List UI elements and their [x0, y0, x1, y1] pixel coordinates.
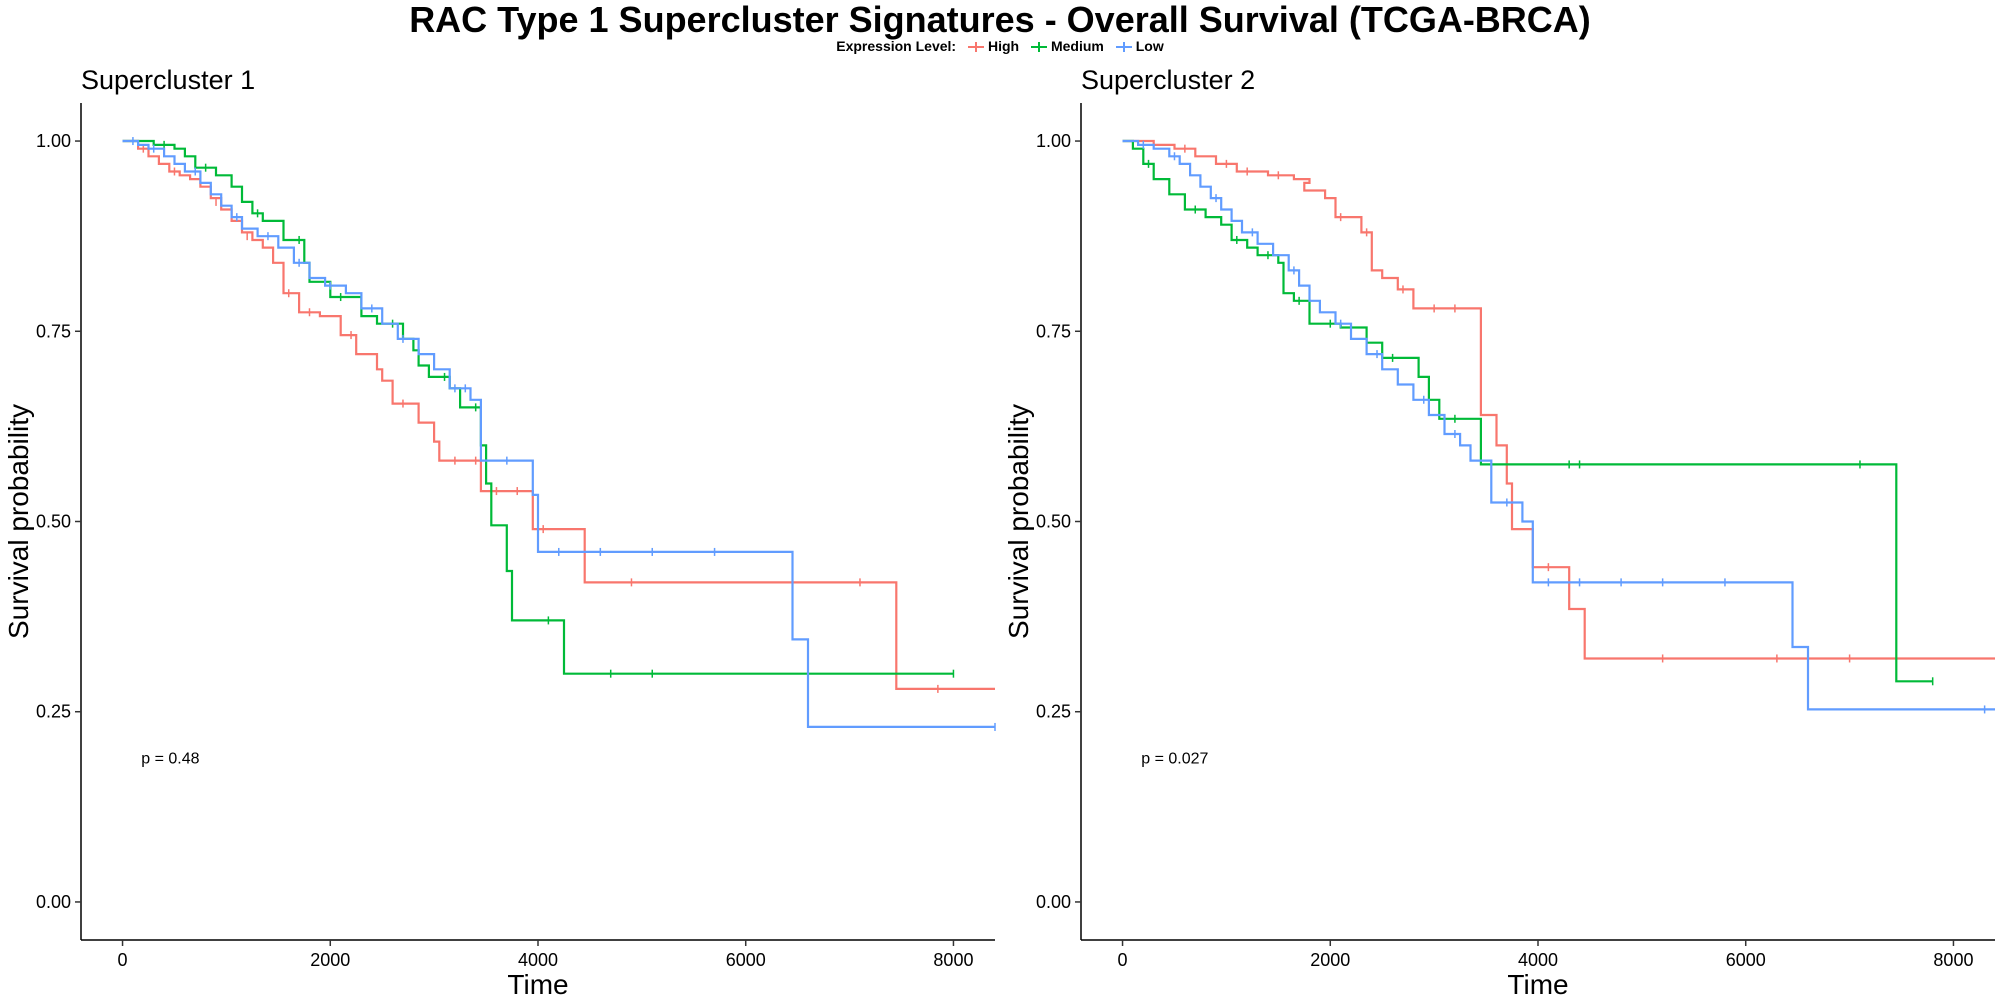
y-axis-label: Survival probability: [1003, 404, 1034, 639]
panel-title: Supercluster 2: [1081, 65, 1255, 95]
survival-plot-supercluster-1: Supercluster 1 0.00 0.25 0.50 0.75 1.00 0 2000 4…: [3, 65, 996, 1000]
legend-label-high: High: [987, 38, 1020, 54]
y-tick-label: 0.50: [1036, 512, 1071, 532]
legend-swatch-low: [1115, 42, 1132, 53]
legend-label-low: Low: [1135, 38, 1164, 54]
y-tick-label: 0.25: [1036, 702, 1071, 722]
legend-swatch-high: [967, 42, 984, 53]
x-tick-label: 6000: [726, 950, 766, 970]
legend-title: Expression Level:: [836, 38, 957, 54]
x-tick-label: 0: [1118, 950, 1128, 970]
y-tick-label: 0.00: [36, 892, 71, 912]
survival-plot-supercluster-2: Supercluster 2 0.00 0.25 0.50 0.75 1.00 0 2000 4…: [1003, 65, 1995, 1000]
survival-curve-medium: [1122, 139, 1933, 683]
y-tick-label: 0.75: [36, 321, 71, 341]
y-tick-label: 0.00: [1036, 892, 1071, 912]
x-tick-label: 2000: [1310, 950, 1350, 970]
y-tick-label: 1.00: [36, 131, 71, 151]
x-tick-label: 2000: [310, 950, 350, 970]
p-value-annotation: p = 0.48: [141, 750, 199, 767]
y-axis-label: Survival probability: [3, 404, 34, 639]
x-axis-label: Time: [1507, 969, 1568, 1000]
x-tick-label: 0: [118, 950, 128, 970]
legend-item-high: High: [967, 38, 1020, 54]
x-tick-label: 8000: [933, 950, 973, 970]
x-tick-label: 8000: [1933, 950, 1973, 970]
x-axis-label: Time: [507, 969, 568, 1000]
y-tick-label: 1.00: [1036, 131, 1071, 151]
legend: Expression Level: High Medium Low: [0, 38, 2000, 54]
x-tick-label: 4000: [1518, 950, 1558, 970]
y-tick-label: 0.25: [36, 702, 71, 722]
legend-swatch-medium: [1030, 42, 1047, 53]
survival-curve-high: [1122, 139, 1995, 660]
main-title: RAC Type 1 Supercluster Signatures - Ove…: [409, 0, 1591, 40]
y-tick-label: 0.50: [36, 512, 71, 532]
x-tick-label: 6000: [1726, 950, 1766, 970]
survival-curve-medium: [122, 139, 954, 675]
panel-title: Supercluster 1: [81, 65, 255, 95]
survival-curve-high: [122, 139, 995, 690]
legend-item-medium: Medium: [1030, 38, 1104, 54]
survival-curve-low: [122, 139, 995, 728]
legend-label-medium: Medium: [1050, 38, 1104, 54]
x-tick-label: 4000: [518, 950, 558, 970]
legend-item-low: Low: [1115, 38, 1164, 54]
survival-curve-low: [1122, 139, 1995, 711]
p-value-annotation: p = 0.027: [1141, 750, 1208, 767]
y-tick-label: 0.75: [1036, 321, 1071, 341]
